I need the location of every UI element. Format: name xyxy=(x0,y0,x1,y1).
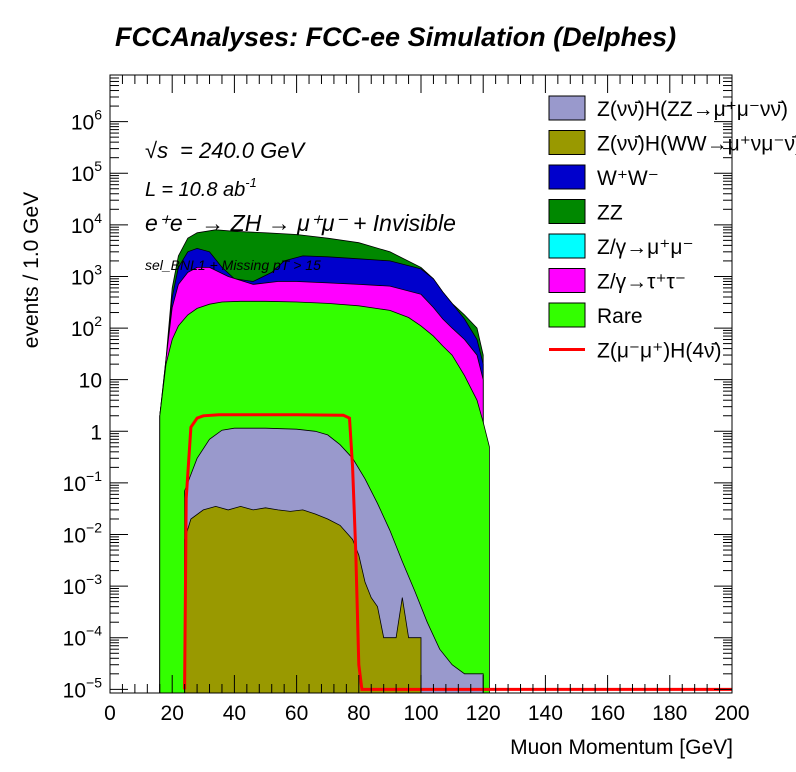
lumi-exponent: -1 xyxy=(245,175,257,190)
legend-entry: Z(νν̄)H(WW→μ⁺νμ⁻ν̄) xyxy=(548,130,796,156)
legend-label: Z/γ→μ⁺μ⁻ xyxy=(597,236,694,259)
legend-label: ZZ xyxy=(597,202,623,225)
x-tick-label: 160 xyxy=(590,702,625,725)
x-axis-label: Muon Momentum [GeV] xyxy=(510,736,733,759)
legend-entry: Rare xyxy=(548,302,643,328)
legend-swatch xyxy=(548,233,586,259)
y-tick-label: 102 xyxy=(71,313,102,341)
legend-entry: Z/γ→μ⁺μ⁻ xyxy=(548,233,694,259)
y-tick-label: 10−1 xyxy=(63,468,103,496)
y-tick-label: 10−2 xyxy=(63,520,103,548)
legend-swatch xyxy=(548,130,586,155)
x-tick-label: 80 xyxy=(347,702,370,725)
legend-swatch xyxy=(548,302,586,328)
legend-entry: Z(μ⁻μ⁺)H(4ν̄) xyxy=(549,340,722,363)
legend-swatch xyxy=(548,199,586,224)
legend-entry: Z(νν̄)H(ZZ→μ⁺μ⁻νν̄) xyxy=(548,95,788,121)
legend-entry: Z/γ→τ⁺τ⁻ xyxy=(548,268,686,294)
legend-label: Z(νν̄)H(WW→μ⁺νμ⁻ν̄) xyxy=(597,133,796,156)
series-z-h-4-line xyxy=(183,413,732,691)
legend-entry: ZZ xyxy=(548,199,623,225)
legend-label: Z/γ→τ⁺τ⁻ xyxy=(597,271,686,294)
annotation-sqrt-s: √s = 240.0 GeV xyxy=(145,138,306,163)
y-tick-label: 10−5 xyxy=(63,674,103,702)
legend-label: W⁺W⁻ xyxy=(597,167,659,190)
y-tick-label: 10−3 xyxy=(63,571,103,599)
y-tick-label: 1 xyxy=(90,421,102,444)
y-tick-label: 104 xyxy=(71,210,102,238)
y-axis-label: events / 1.0 GeV xyxy=(20,192,43,348)
legend-label: Rare xyxy=(597,305,643,328)
y-tick-label: 10−4 xyxy=(63,623,103,651)
x-tick-label: 200 xyxy=(714,702,749,725)
y-tick-labels: 10−5 10−4 10−3 10−2 10−1 1 10 102 103 104 105 106 xyxy=(63,107,103,703)
sqrt-s-value: = 240.0 GeV xyxy=(180,138,306,163)
legend-entry: W⁺W⁻ xyxy=(548,164,659,190)
lumi-text: L = 10.8 ab xyxy=(145,179,245,201)
svg-text:√s: √s xyxy=(145,138,168,163)
annotation-lumi: L = 10.8 ab-1 xyxy=(145,175,257,201)
x-tick-label: 100 xyxy=(403,702,438,725)
x-tick-label: 20 xyxy=(161,702,184,725)
x-tick-label: 40 xyxy=(223,702,246,725)
legend-label: Z(νν̄)H(ZZ→μ⁺μ⁻νν̄) xyxy=(597,98,788,121)
axis-ticks xyxy=(109,74,733,693)
x-tick-label: 180 xyxy=(652,702,687,725)
annotation-selection: sel_BNL1 + Missing pT > 15 xyxy=(145,257,321,273)
legend: Z(νν̄)H(ZZ→μ⁺μ⁻νν̄) Z(νν̄)H(WW→μ⁺νμ⁻ν̄) W⁺… xyxy=(548,95,796,363)
legend-swatch xyxy=(548,95,586,121)
y-tick-label: 106 xyxy=(71,107,102,135)
y-tick-label: 10 xyxy=(79,370,102,393)
annotation-process: e⁺e⁻ → ZH → μ⁺μ⁻ + Invisible xyxy=(145,210,456,236)
legend-swatch xyxy=(548,164,586,190)
chart-title: FCCAnalyses: FCC-ee Simulation (Delphes) xyxy=(115,22,676,52)
plot-frame xyxy=(109,74,733,694)
series-z-h-ww-area xyxy=(184,505,422,694)
x-tick-label: 120 xyxy=(466,702,501,725)
series-layer xyxy=(159,229,732,694)
x-tick-labels: 0 20 40 60 80 100 120 140 160 180 200 xyxy=(104,702,749,725)
x-tick-label: 0 xyxy=(104,702,116,725)
legend-label: Z(μ⁻μ⁺)H(4ν̄) xyxy=(597,340,722,363)
x-tick-label: 60 xyxy=(285,702,308,725)
y-tick-label: 103 xyxy=(71,261,102,289)
x-tick-label: 140 xyxy=(528,702,563,725)
y-tick-label: 105 xyxy=(71,158,102,186)
legend-swatch xyxy=(548,268,586,293)
